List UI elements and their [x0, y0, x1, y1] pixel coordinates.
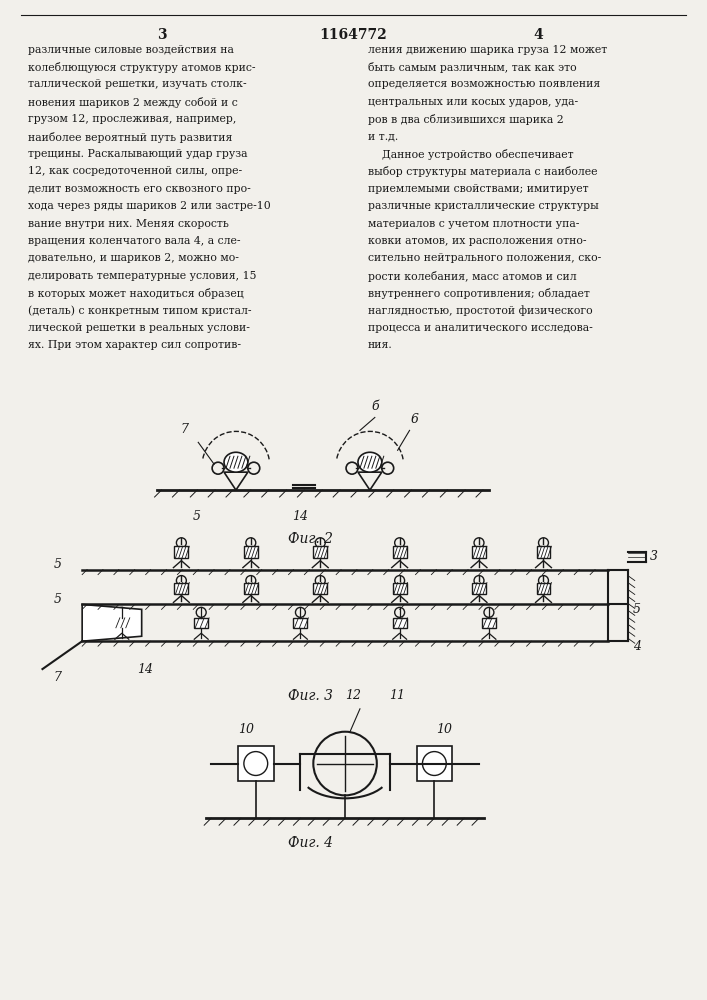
- Text: 4: 4: [633, 640, 641, 653]
- Text: в которых может находиться образец: в которых может находиться образец: [28, 288, 243, 299]
- Text: новения шариков 2 между собой и с: новения шариков 2 между собой и с: [28, 97, 238, 108]
- Text: 5: 5: [53, 593, 62, 606]
- Bar: [392, 618, 407, 628]
- Bar: [175, 546, 188, 558]
- Bar: [313, 546, 327, 558]
- Text: трещины. Раскалывающий удар груза: трещины. Раскалывающий удар груза: [28, 149, 247, 159]
- Text: ния.: ния.: [368, 340, 392, 350]
- Text: выбор структуры материала с наиболее: выбор структуры материала с наиболее: [368, 166, 597, 177]
- Bar: [194, 618, 208, 628]
- Text: Фиг. 3: Фиг. 3: [288, 689, 333, 703]
- Text: колеблющуюся структуру атомов крис-: колеблющуюся структуру атомов крис-: [28, 62, 255, 73]
- Text: наглядностью, простотой физического: наглядностью, простотой физического: [368, 306, 592, 316]
- Ellipse shape: [358, 452, 382, 472]
- Text: Данное устройство обеспечивает: Данное устройство обеспечивает: [368, 149, 573, 160]
- Text: Фиг. 2: Фиг. 2: [288, 532, 333, 546]
- Text: ров в два сблизившихся шарика 2: ров в два сблизившихся шарика 2: [368, 114, 563, 125]
- Text: 12: 12: [345, 689, 361, 702]
- Text: 10: 10: [436, 723, 452, 736]
- Text: приемлемыми свойствами; имитирует: приемлемыми свойствами; имитирует: [368, 184, 588, 194]
- Bar: [115, 618, 129, 628]
- Bar: [313, 583, 327, 594]
- Text: 10: 10: [238, 723, 254, 736]
- Bar: [472, 546, 486, 558]
- Polygon shape: [82, 604, 141, 641]
- Text: определяется возможностью появления: определяется возможностью появления: [368, 79, 600, 89]
- Text: различные силовые воздействия на: различные силовые воздействия на: [28, 45, 233, 55]
- Bar: [537, 546, 551, 558]
- Text: 3: 3: [157, 28, 166, 42]
- Text: (деталь) с конкретным типом кристал-: (деталь) с конкретным типом кристал-: [28, 306, 251, 316]
- Bar: [238, 746, 274, 781]
- Text: 3: 3: [650, 550, 658, 563]
- Bar: [293, 618, 308, 628]
- Text: делит возможность его сквозного про-: делит возможность его сквозного про-: [28, 184, 250, 194]
- Ellipse shape: [224, 452, 248, 472]
- Text: вание внутри них. Меняя скорость: вание внутри них. Меняя скорость: [28, 219, 228, 229]
- Text: делировать температурные условия, 15: делировать температурные условия, 15: [28, 271, 256, 281]
- Text: внутреннего сопротивления; обладает: внутреннего сопротивления; обладает: [368, 288, 590, 299]
- Text: 14: 14: [293, 510, 308, 523]
- Text: сительно нейтрального положения, ско-: сительно нейтрального положения, ско-: [368, 253, 601, 263]
- Text: Фиг. 4: Фиг. 4: [288, 836, 333, 850]
- Text: центральных или косых ударов, уда-: центральных или косых ударов, уда-: [368, 97, 578, 107]
- Text: рости колебания, масс атомов и сил: рости колебания, масс атомов и сил: [368, 271, 576, 282]
- Text: 7: 7: [53, 671, 62, 684]
- Bar: [175, 583, 188, 594]
- Text: 1164772: 1164772: [319, 28, 387, 42]
- Text: 7: 7: [180, 423, 188, 436]
- Text: 5: 5: [192, 510, 200, 523]
- Text: таллической решетки, изучать столк-: таллической решетки, изучать столк-: [28, 79, 246, 89]
- Bar: [416, 746, 452, 781]
- Text: ковки атомов, их расположения отно-: ковки атомов, их расположения отно-: [368, 236, 586, 246]
- Text: 5: 5: [53, 558, 62, 571]
- Text: ях. При этом характер сил сопротив-: ях. При этом характер сил сопротив-: [28, 340, 240, 350]
- Text: грузом 12, прослеживая, например,: грузом 12, прослеживая, например,: [28, 114, 236, 124]
- Text: довательно, и шариков 2, можно мо-: довательно, и шариков 2, можно мо-: [28, 253, 238, 263]
- Text: хода через ряды шариков 2 или застре-10: хода через ряды шариков 2 или застре-10: [28, 201, 270, 211]
- Text: различные кристаллические структуры: различные кристаллические структуры: [368, 201, 599, 211]
- Bar: [244, 546, 258, 558]
- Bar: [392, 546, 407, 558]
- Text: наиболее вероятный путь развития: наиболее вероятный путь развития: [28, 132, 232, 143]
- Bar: [472, 583, 486, 594]
- Text: ления движению шарика груза 12 может: ления движению шарика груза 12 может: [368, 45, 607, 55]
- Text: лической решетки в реальных услови-: лической решетки в реальных услови-: [28, 323, 250, 333]
- Text: материалов с учетом плотности упа-: материалов с учетом плотности упа-: [368, 219, 579, 229]
- Text: 12, как сосредоточенной силы, опре-: 12, как сосредоточенной силы, опре-: [28, 166, 242, 176]
- Text: 11: 11: [389, 689, 404, 702]
- Text: процесса и аналитического исследова-: процесса и аналитического исследова-: [368, 323, 592, 333]
- Bar: [392, 583, 407, 594]
- Text: 14: 14: [136, 663, 153, 676]
- Text: и т.д.: и т.д.: [368, 132, 398, 142]
- Text: вращения коленчатого вала 4, а сле-: вращения коленчатого вала 4, а сле-: [28, 236, 240, 246]
- Text: 5: 5: [633, 603, 641, 616]
- Bar: [482, 618, 496, 628]
- Text: 6: 6: [411, 413, 419, 426]
- Text: быть самым различным, так как это: быть самым различным, так как это: [368, 62, 576, 73]
- Text: 4: 4: [534, 28, 544, 42]
- Text: б: б: [371, 400, 379, 413]
- Bar: [537, 583, 551, 594]
- Bar: [244, 583, 258, 594]
